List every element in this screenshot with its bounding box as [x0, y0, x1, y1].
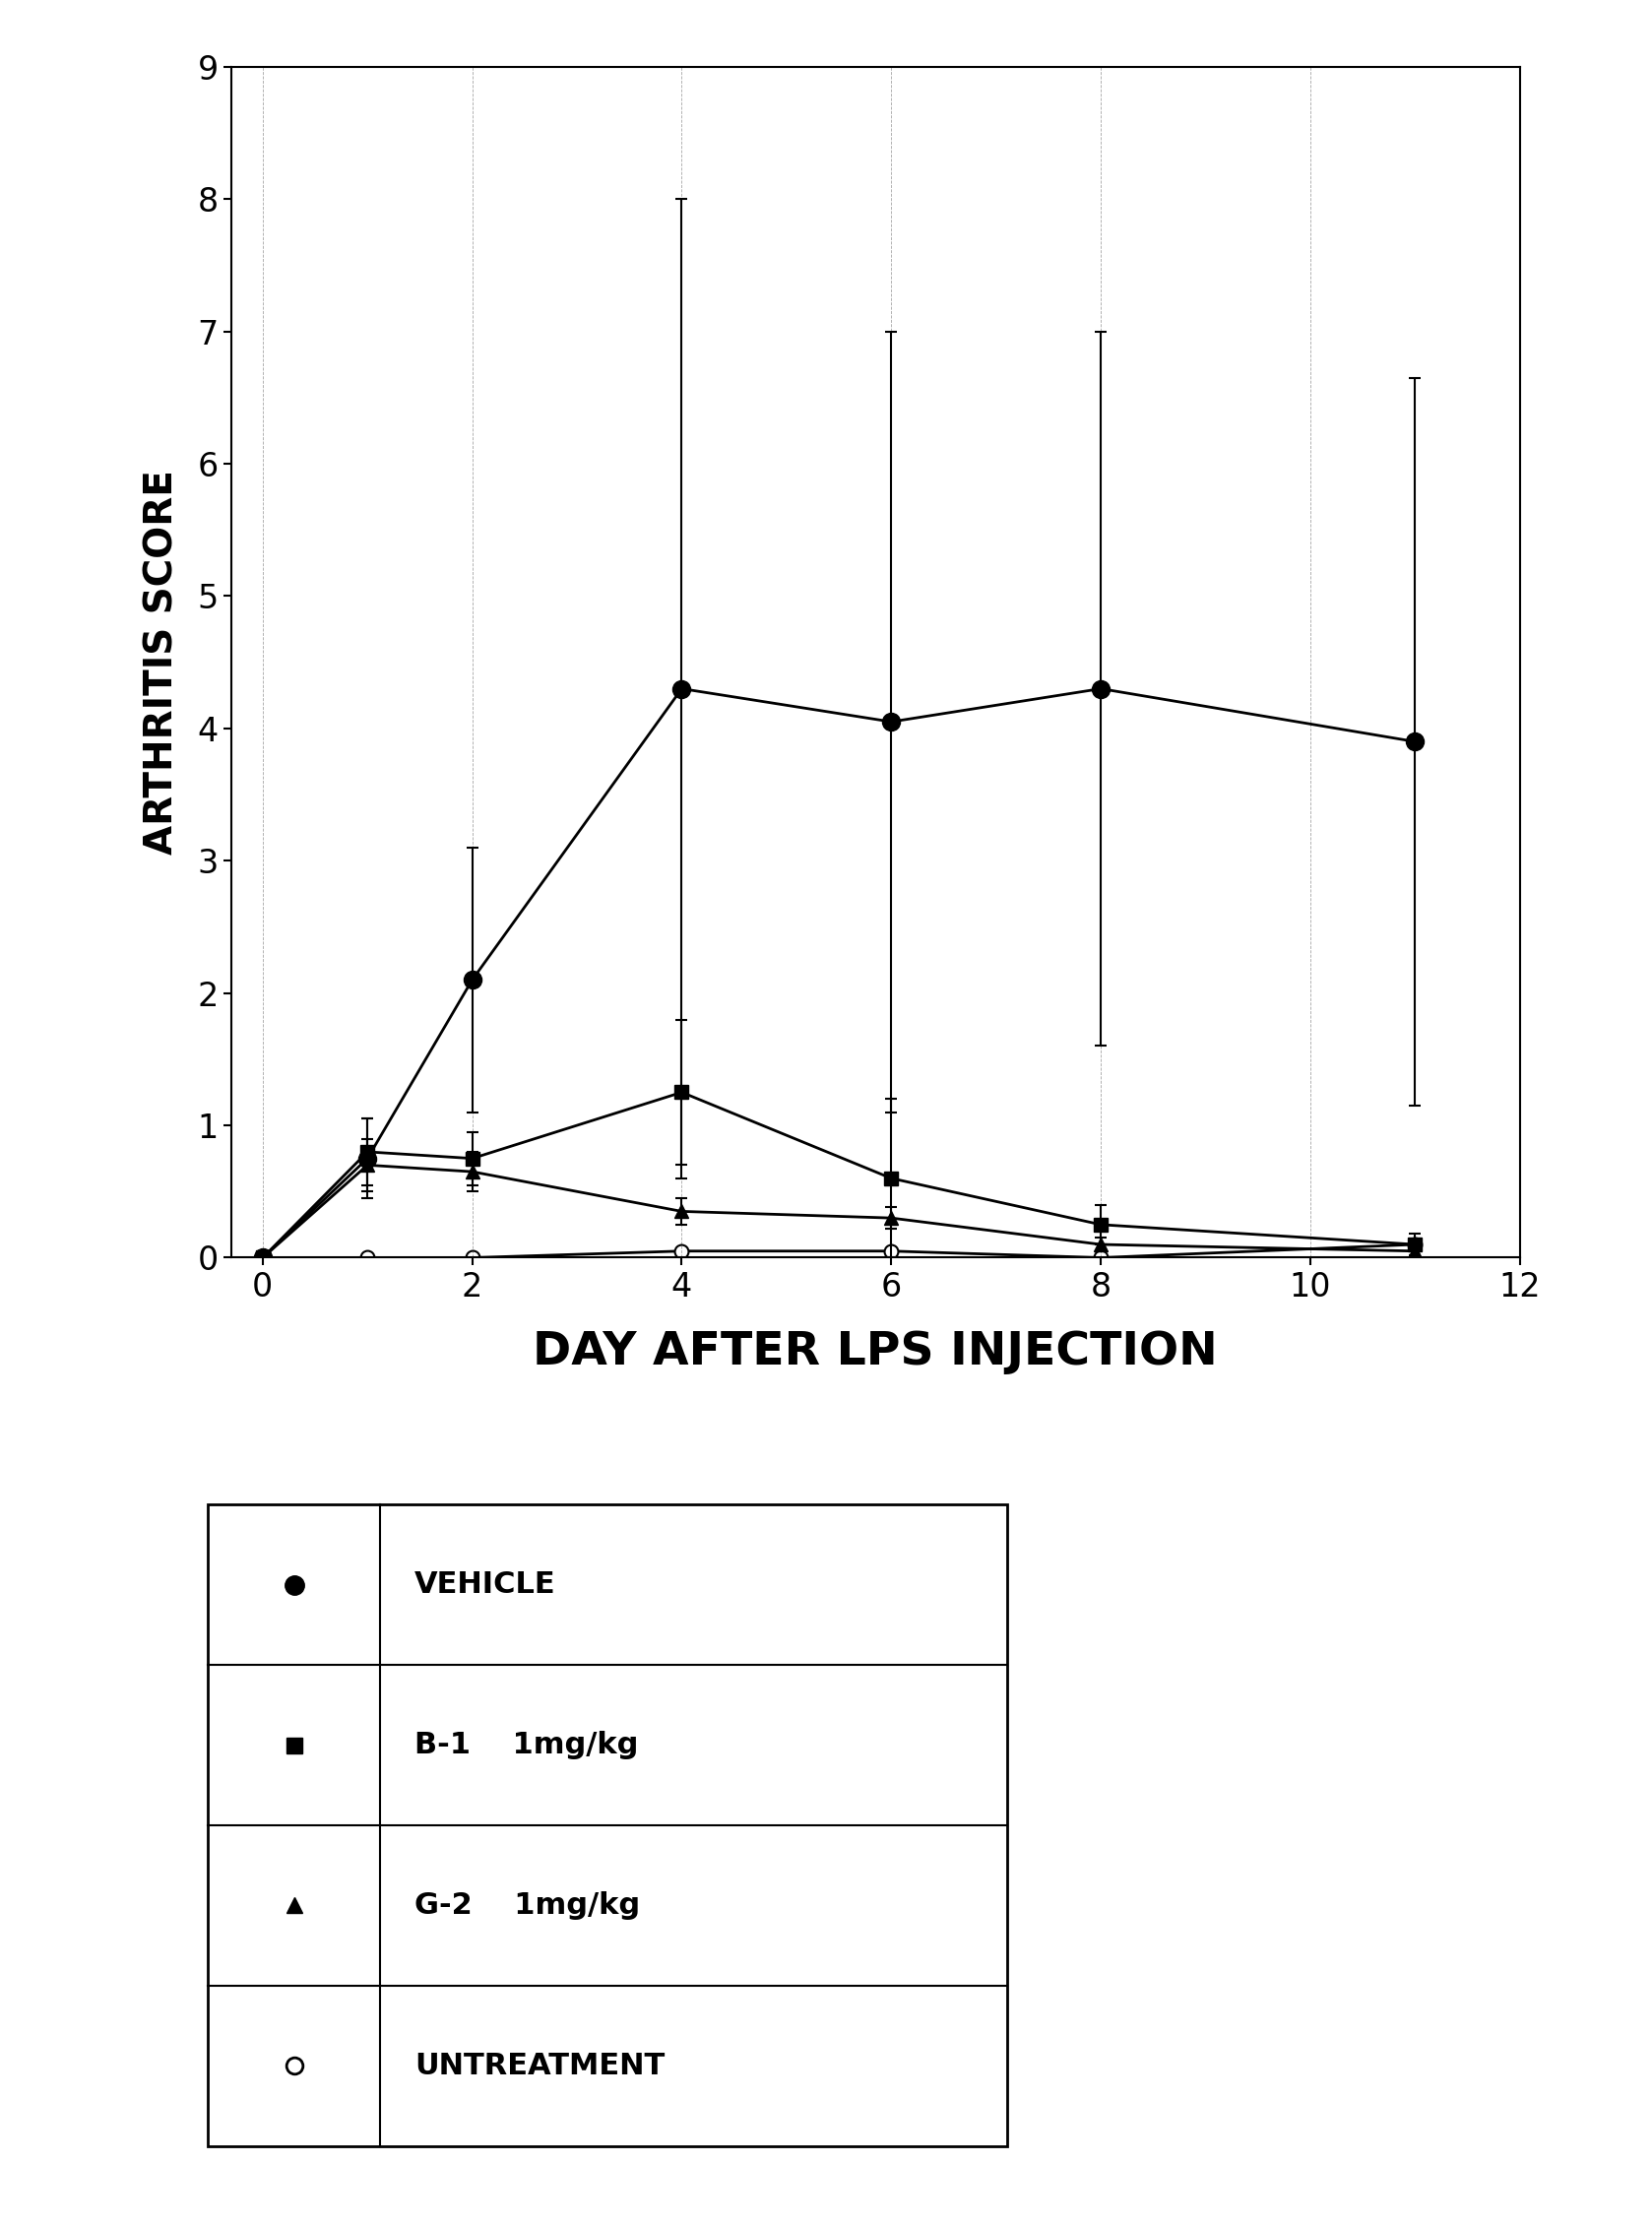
Y-axis label: ARTHRITIS SCORE: ARTHRITIS SCORE [144, 470, 180, 855]
Text: G-2    1mg/kg: G-2 1mg/kg [415, 1892, 639, 1919]
Text: UNTREATMENT: UNTREATMENT [415, 2052, 664, 2079]
Text: B-1    1mg/kg: B-1 1mg/kg [415, 1732, 638, 1759]
Text: VEHICLE: VEHICLE [415, 1572, 555, 1598]
X-axis label: DAY AFTER LPS INJECTION: DAY AFTER LPS INJECTION [534, 1331, 1218, 1376]
